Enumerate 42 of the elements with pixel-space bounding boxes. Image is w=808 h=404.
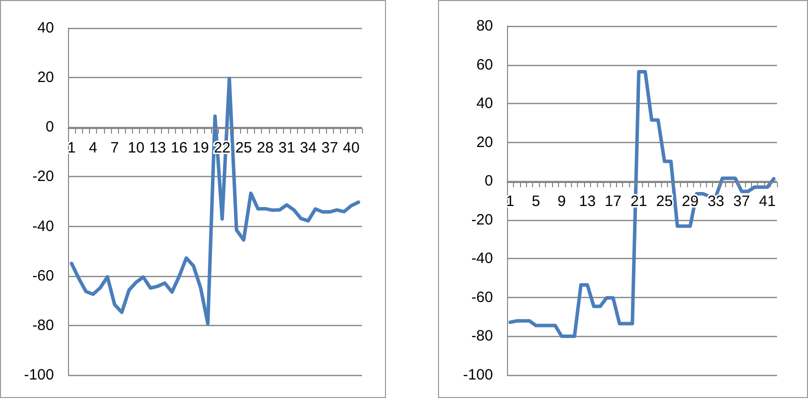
y-tick-label: 20 <box>476 134 493 151</box>
x-tick-label: 7 <box>110 140 119 157</box>
x-tick-label: 40 <box>342 140 360 157</box>
x-tick-label: 31 <box>278 140 296 157</box>
x-tick-label: 19 <box>192 140 209 157</box>
y-tick-label: -100 <box>24 366 54 384</box>
y-tick-label: -20 <box>471 211 493 228</box>
y-tick-label: -60 <box>32 267 54 284</box>
x-tick-label: 4 <box>88 140 98 157</box>
line-series <box>70 76 360 326</box>
y-tick-label: -40 <box>32 218 54 235</box>
y-tick-label: 0 <box>484 172 493 190</box>
x-tick-label: 17 <box>604 193 622 210</box>
x-tick-label: 1 <box>67 140 76 157</box>
x-tick-label: 25 <box>235 140 252 157</box>
x-tick-label: 41 <box>759 193 776 210</box>
y-tick-label: 40 <box>476 95 493 112</box>
x-tick-label: 16 <box>170 140 188 157</box>
x-tick-label: 34 <box>300 140 317 157</box>
x-tick-label: 28 <box>256 140 274 157</box>
line-series <box>508 70 776 338</box>
y-tick-label: -60 <box>471 288 493 306</box>
y-tick-label: -40 <box>471 250 493 268</box>
y-tick-label: 80 <box>476 18 493 34</box>
y-tick-label: 20 <box>37 69 54 86</box>
x-tick-label: 25 <box>656 193 673 210</box>
x-tick-label: 10 <box>128 140 144 157</box>
x-tick-label: 9 <box>557 193 566 210</box>
y-tick-label: 0 <box>46 118 54 136</box>
x-tick-label: 37 <box>321 140 338 157</box>
y-tick-label: -80 <box>471 328 493 345</box>
x-tick-label: 13 <box>149 140 166 157</box>
x-tick-label: 37 <box>733 193 750 210</box>
x-tick-label: 13 <box>579 193 596 210</box>
x-tick-label: 1 <box>506 193 514 210</box>
x-tick-label: 33 <box>708 193 724 210</box>
y-tick-label: 40 <box>37 20 54 36</box>
y-tick-label: -80 <box>32 316 54 334</box>
y-tick-label: 60 <box>476 56 493 74</box>
x-tick-label: 5 <box>532 193 540 210</box>
y-tick-label: -100 <box>462 366 493 384</box>
y-tick-label: -20 <box>32 168 54 186</box>
